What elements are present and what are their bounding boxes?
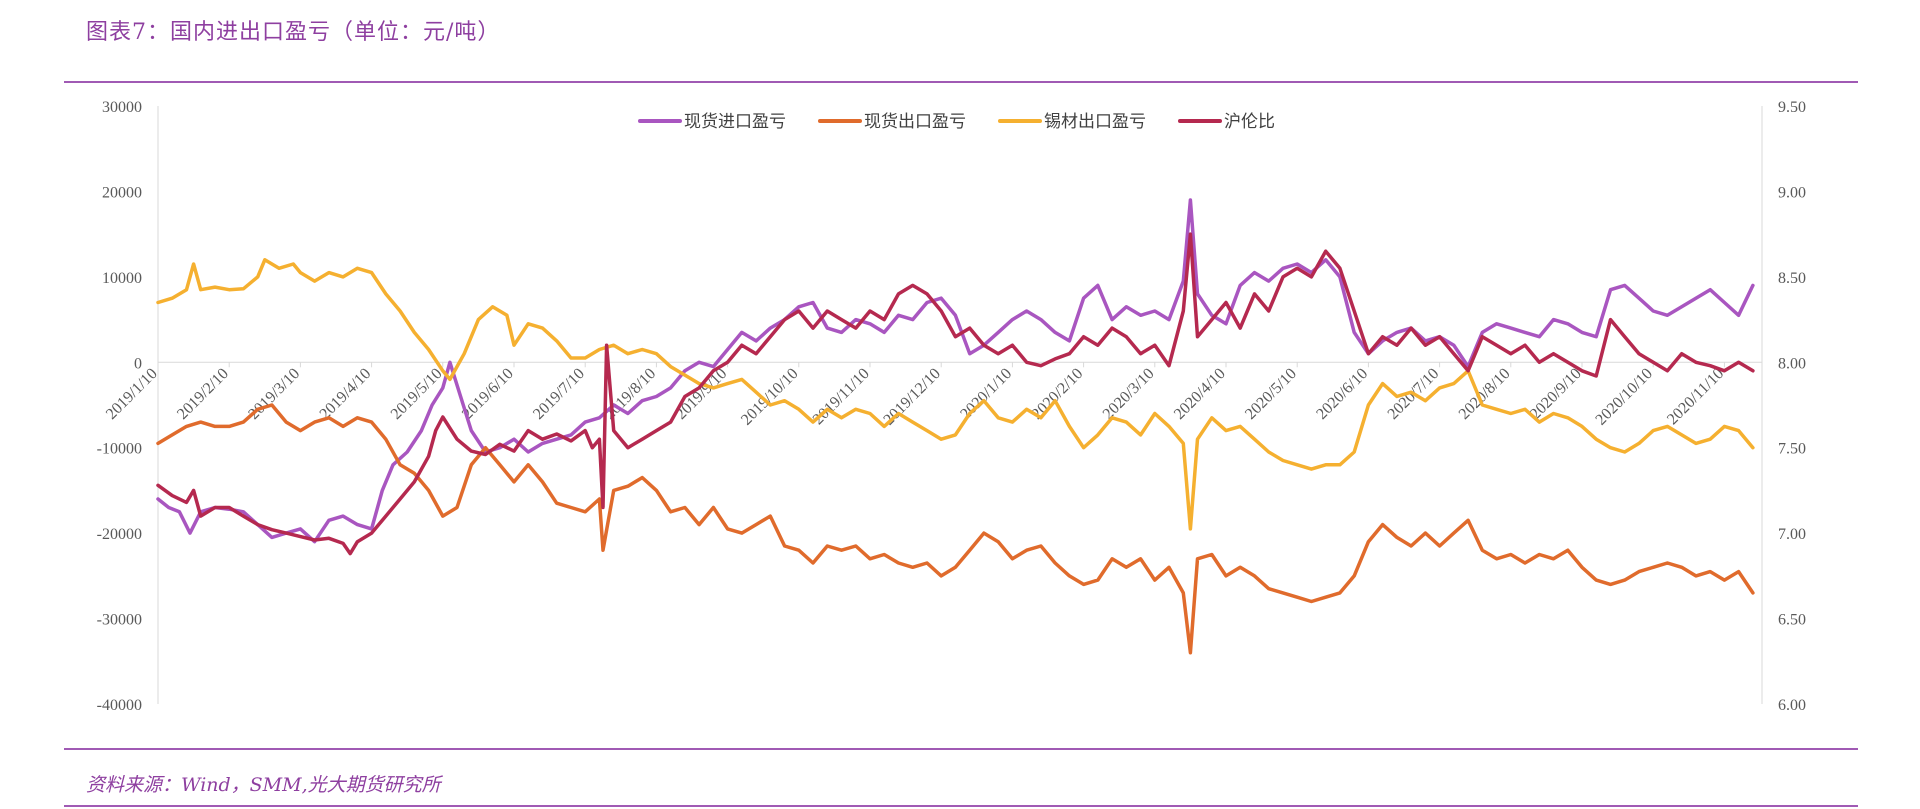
legend-label: 现货进口盈亏: [684, 112, 786, 132]
top-divider: [64, 81, 1858, 83]
x-axis-tick-label: 2020/4/10: [1171, 365, 1229, 423]
x-axis-tick-label: 2020/1/10: [957, 365, 1015, 423]
legend-item-1: 现货进口盈亏: [638, 112, 786, 132]
right-axis-tick-label: 9.00: [1778, 184, 1806, 201]
right-axis-tick-label: 6.00: [1778, 697, 1806, 714]
right-axis-tick-label: 9.50: [1778, 99, 1806, 116]
x-axis-tick-label: 2019/10/10: [738, 365, 802, 429]
right-axis-tick-label: 7.00: [1778, 526, 1806, 543]
x-axis-tick-label: 2020/5/10: [1242, 365, 1300, 423]
chart-legend: 现货进口盈亏 现货出口盈亏 锡材出口盈亏 沪伦比: [638, 112, 1275, 132]
x-axis-tick-label: 2019/2/10: [174, 365, 232, 423]
source-note: 资料来源：Wind，SMM,光大期货研究所: [86, 774, 441, 796]
left-axis-tick-label: 20000: [102, 184, 142, 201]
left-axis-tick-label: 10000: [102, 270, 142, 287]
left-axis-tick-label: 30000: [102, 99, 142, 116]
legend-label: 锡材出口盈亏: [1044, 112, 1146, 132]
right-axis-tick-label: 8.50: [1778, 270, 1806, 287]
legend-item-4: 沪伦比: [1178, 112, 1275, 132]
series-line-4: [156, 232, 1755, 556]
left-axis-tick-label: -40000: [97, 697, 142, 714]
right-axis-tick-label: 7.50: [1778, 441, 1806, 458]
x-axis-tick-label: 2019/7/10: [530, 365, 588, 423]
series-line-1: [156, 198, 1755, 544]
right-axis-tick-label: 8.00: [1778, 355, 1806, 372]
legend-label: 现货出口盈亏: [864, 112, 966, 132]
chart-title: 图表7：国内进出口盈亏（单位：元/吨）: [86, 20, 501, 45]
footer-divider: [64, 805, 1858, 807]
chart-canvas: 30000 20000 10000 0 -10000 -20000 -30000 -40000…: [97, 99, 1806, 714]
x-axis-tick-label: 2020/10/10: [1592, 365, 1656, 429]
series-line-3: [156, 258, 1755, 531]
bottom-divider: [64, 748, 1858, 750]
legend-item-3: 锡材出口盈亏: [998, 112, 1146, 132]
left-axis-tick-label: 0: [134, 355, 142, 372]
x-axis-tick-label: 2020/6/10: [1313, 365, 1371, 423]
chart-lines: [156, 198, 1755, 655]
legend-label: 沪伦比: [1224, 112, 1275, 132]
right-axis-tick-label: 6.50: [1778, 612, 1806, 629]
left-axis-tick-label: -10000: [97, 441, 142, 458]
legend-item-2: 现货出口盈亏: [818, 112, 966, 132]
series-line-2: [156, 403, 1755, 655]
x-axis-tick-label: 2019/1/10: [103, 365, 161, 423]
x-axis-tick-label: 2020/11/10: [1664, 365, 1727, 428]
left-axis-tick-label: -30000: [97, 612, 142, 629]
x-axis-tick-label: 2020/3/10: [1100, 365, 1158, 423]
x-axis-tick-label: 2019/4/10: [317, 365, 375, 423]
chart-axes: 30000 20000 10000 0 -10000 -20000 -30000 -40000…: [97, 99, 1806, 714]
left-axis-tick-label: -20000: [97, 526, 142, 543]
